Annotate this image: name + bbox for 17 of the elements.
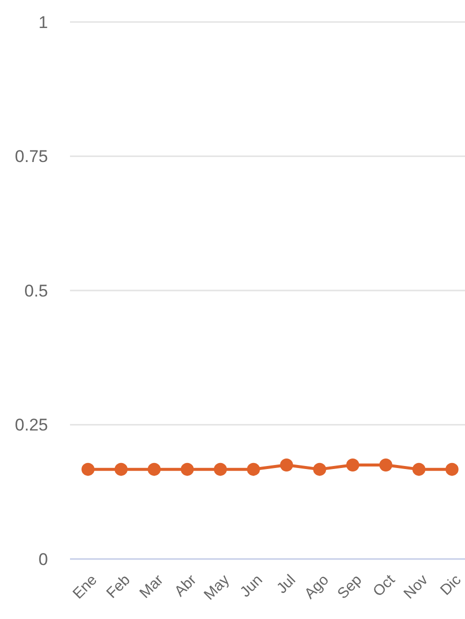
x-tick-label: May — [200, 571, 234, 604]
x-tick-label: Abr — [171, 572, 200, 600]
y-tick-label: 0 — [38, 550, 48, 569]
x-tick-label: Ene — [70, 572, 101, 602]
x-tick-label: Mar — [136, 572, 167, 602]
y-tick-label: 0.5 — [24, 281, 48, 300]
y-tick-label: 1 — [38, 12, 48, 32]
y-tick-label: 0.25 — [14, 416, 48, 435]
x-tick-label: Oct — [370, 570, 399, 600]
x-tick-label: Feb — [103, 572, 134, 602]
x-tick-label: Jul — [274, 572, 300, 598]
x-tick-label: Dic — [437, 571, 465, 599]
x-tick-label: Nov — [400, 571, 432, 602]
x-tick-label: Jun — [236, 572, 266, 601]
y-tick-label: 0.75 — [14, 147, 48, 166]
x-tick-label: Ago — [301, 572, 332, 602]
x-tick-label: Sep — [334, 572, 366, 602]
